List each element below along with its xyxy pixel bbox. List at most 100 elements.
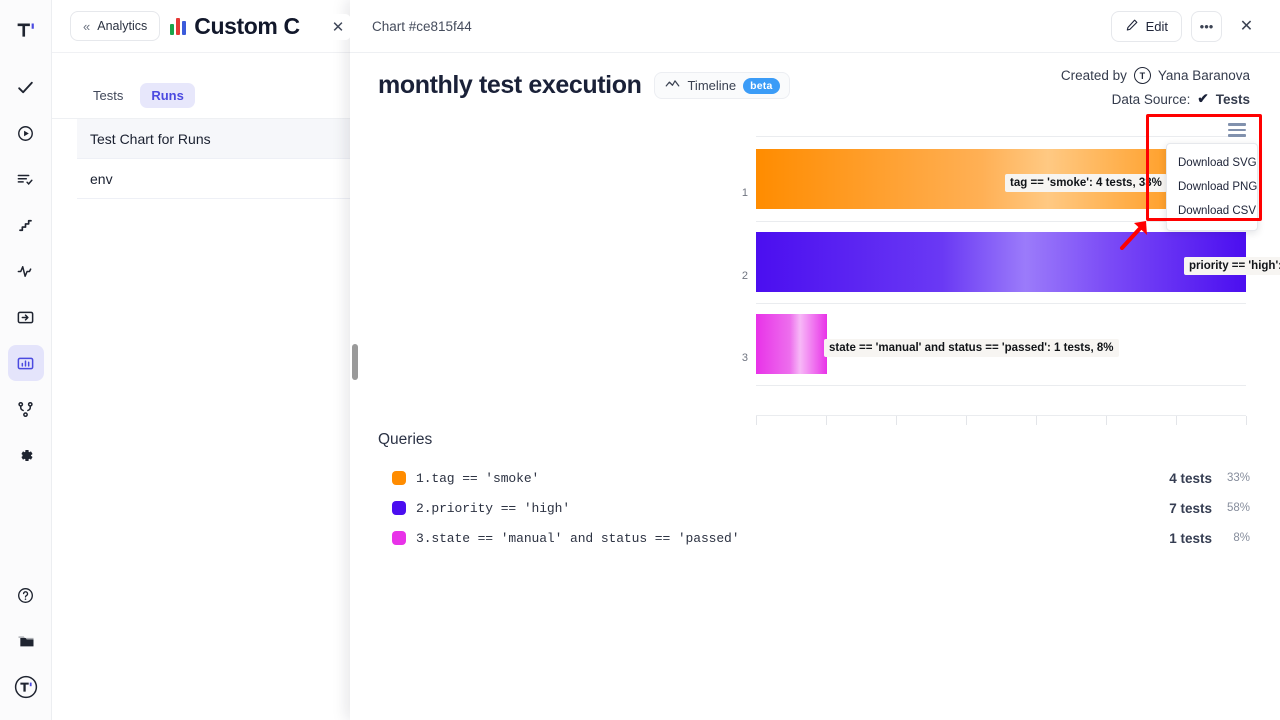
overlay-actions: Edit ••• ✕	[1110, 10, 1262, 42]
bar-chart-icon	[170, 17, 187, 35]
sidebar-item-branches[interactable]	[8, 391, 44, 427]
query-row[interactable]: 3.state == 'manual' and status == 'passe…	[378, 523, 1250, 553]
double-chevron-left-icon: «	[83, 18, 91, 34]
chart-plot-area: 1 2 3	[350, 123, 1280, 425]
tab-title-text: Custom C	[194, 12, 300, 39]
y-axis-tick-label: 2	[741, 270, 748, 282]
tab-tests[interactable]: Tests	[93, 88, 124, 103]
download-svg-item[interactable]: Download SVG	[1178, 157, 1257, 169]
x-axis-tick	[1176, 416, 1178, 425]
check-icon: ✔	[1197, 91, 1209, 106]
query-test-count: 7 tests	[1169, 500, 1212, 516]
queries-section: Queries 1.tag == 'smoke' 4 tests 33% 2.p…	[350, 425, 1280, 553]
pencil-icon	[1125, 18, 1139, 35]
query-expression: 3.state == 'manual' and status == 'passe…	[416, 530, 740, 546]
rail-bottom-group	[8, 572, 44, 710]
edit-button-label: Edit	[1145, 18, 1168, 34]
open-tab-title[interactable]: Custom C	[170, 12, 300, 40]
gridline	[756, 385, 1246, 386]
help-icon[interactable]	[8, 577, 44, 613]
series-color-swatch	[392, 471, 406, 485]
list-item-label: Test Chart for Runs	[90, 130, 211, 147]
x-axis-line	[756, 415, 1246, 416]
pane-divider	[52, 118, 359, 119]
sidebar-item-activity[interactable]	[8, 253, 44, 289]
sidebar-item-checks[interactable]	[8, 69, 44, 105]
x-axis-tick	[1246, 416, 1247, 425]
bar-data-label-3: state == 'manual' and status == 'passed'…	[824, 339, 1119, 358]
rail-top-group	[7, 8, 44, 478]
beta-badge: beta	[743, 77, 780, 94]
y-axis-tick-label: 1	[741, 187, 748, 199]
chart-title: monthly test execution	[378, 71, 642, 99]
query-test-count: 4 tests	[1169, 470, 1212, 486]
chart-type-label: Timeline	[687, 78, 737, 93]
x-axis-tick	[1106, 416, 1108, 425]
query-percent: 33%	[1226, 472, 1250, 484]
list-item-label: env	[90, 170, 113, 187]
left-content-pane: « Analytics Custom C Tests Runs Test Cha…	[52, 0, 360, 720]
bar-series-2[interactable]	[756, 232, 1246, 292]
bar-data-label-1: tag == 'smoke': 4 tests, 33%	[1005, 174, 1167, 193]
query-row[interactable]: 1.tag == 'smoke' 4 tests 33%	[378, 463, 1250, 493]
data-source-value: Tests	[1215, 91, 1250, 107]
gridline	[756, 221, 1246, 222]
query-row[interactable]: 2.priority == 'high' 7 tests 58%	[378, 493, 1250, 523]
chart-type-pill[interactable]: Timeline beta	[654, 72, 790, 99]
overlay-title: Chart #ce815f44	[372, 18, 472, 34]
sidebar-item-import[interactable]	[8, 299, 44, 335]
x-axis-tick	[826, 416, 828, 425]
created-by-row: Created by T Yana Baranova	[1061, 67, 1250, 84]
query-expression: 2.priority == 'high'	[416, 500, 571, 516]
account-avatar[interactable]	[8, 669, 44, 705]
x-axis-tick	[756, 416, 757, 425]
pane-subtabs: Tests Runs	[52, 53, 359, 118]
list-item[interactable]: env	[77, 159, 359, 199]
queries-heading: Queries	[378, 431, 433, 448]
download-csv-item[interactable]: Download CSV	[1178, 205, 1256, 217]
back-to-analytics-button[interactable]: « Analytics	[70, 11, 161, 41]
data-source-row: Data Source: ✔ Tests	[1061, 91, 1250, 107]
edit-button[interactable]: Edit	[1110, 10, 1182, 42]
bar-data-label-2: priority == 'high': 7 tests, 58%	[1184, 257, 1280, 276]
series-color-swatch	[392, 531, 406, 545]
author-name: Yana Baranova	[1157, 68, 1250, 83]
sidebar-item-test-list[interactable]	[8, 161, 44, 197]
chart-meta: Created by T Yana Baranova Data Source: …	[1061, 67, 1250, 114]
chart-detail-overlay: Chart #ce815f44 Edit ••• ✕ monthly test …	[350, 0, 1280, 720]
download-menu: Download SVG Download PNG Download CSV	[1166, 143, 1258, 231]
sidebar-item-runs[interactable]	[8, 115, 44, 151]
chart-menu-hamburger-icon[interactable]	[1228, 123, 1246, 140]
created-by-label: Created by	[1060, 68, 1127, 83]
app-logo[interactable]	[8, 12, 44, 48]
pane-scrollbar[interactable]	[352, 344, 358, 380]
gridline	[756, 136, 1246, 137]
tab-runs[interactable]: Runs	[140, 83, 195, 108]
close-tab-button[interactable]: ✕	[325, 14, 351, 40]
data-source-label: Data Source:	[1111, 91, 1191, 107]
plot-inner: Download SVG Download PNG Download CSV	[756, 123, 1258, 425]
sidebar-item-steps[interactable]	[8, 207, 44, 243]
author-avatar: T	[1133, 67, 1151, 84]
query-expression: 1.tag == 'smoke'	[416, 470, 540, 486]
folder-icon[interactable]	[8, 623, 44, 659]
query-test-count: 1 tests	[1169, 530, 1212, 546]
x-axis-tick	[1036, 416, 1038, 425]
sidebar-item-analytics[interactable]	[7, 345, 44, 381]
query-percent: 8%	[1233, 532, 1250, 544]
chart-title-row: monthly test execution Timeline beta	[378, 71, 1250, 100]
download-png-item[interactable]: Download PNG	[1178, 181, 1258, 193]
bar-series-3[interactable]	[756, 314, 828, 374]
left-icon-rail	[0, 0, 52, 720]
sidebar-item-settings[interactable]	[8, 437, 44, 473]
overlay-header: Chart #ce815f44 Edit ••• ✕	[350, 0, 1280, 53]
x-axis-tick	[896, 416, 898, 425]
timeline-icon	[665, 78, 680, 93]
close-overlay-button[interactable]: ✕	[1231, 10, 1262, 42]
more-options-button[interactable]: •••	[1191, 10, 1222, 42]
gridline	[756, 303, 1246, 304]
y-axis-tick-label: 3	[741, 352, 748, 364]
list-item[interactable]: Test Chart for Runs	[77, 119, 359, 159]
query-percent: 58%	[1226, 502, 1250, 514]
chart-header: monthly test execution Timeline beta Cre…	[350, 53, 1280, 123]
